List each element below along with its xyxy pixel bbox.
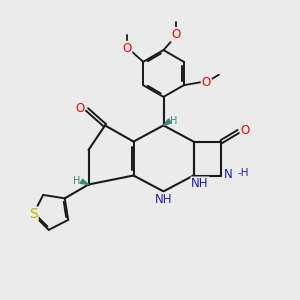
- Text: H: H: [73, 176, 80, 186]
- Text: O: O: [172, 28, 181, 41]
- Polygon shape: [164, 119, 171, 125]
- Text: H: H: [170, 116, 178, 126]
- Text: S: S: [29, 207, 38, 221]
- Text: NH: NH: [155, 193, 172, 206]
- Polygon shape: [80, 179, 88, 184]
- Text: O: O: [202, 76, 211, 89]
- Text: O: O: [241, 124, 250, 137]
- Text: N: N: [224, 167, 232, 181]
- Text: -H: -H: [238, 168, 249, 178]
- Text: O: O: [122, 42, 131, 55]
- Text: NH: NH: [191, 177, 209, 190]
- Text: O: O: [75, 101, 84, 115]
